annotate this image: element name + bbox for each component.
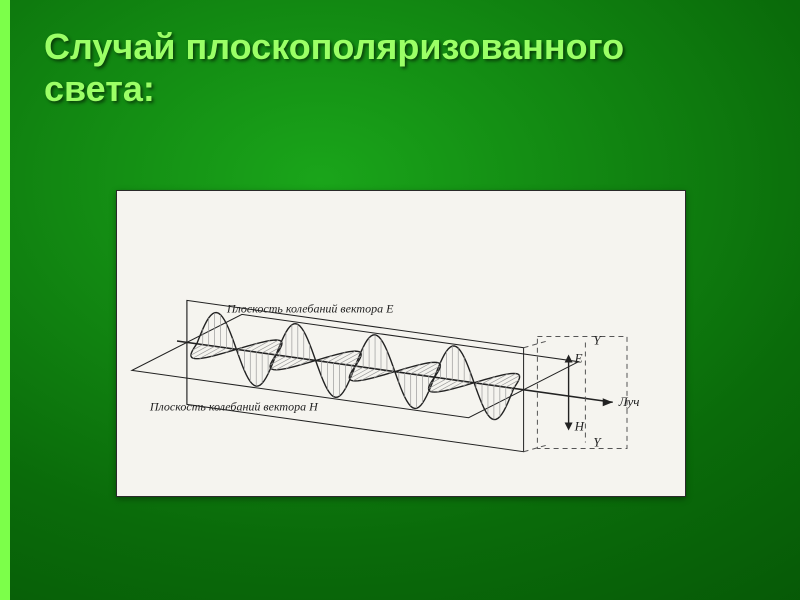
- svg-text:Плоскость колебаний вектора E: Плоскость колебаний вектора E: [226, 301, 394, 315]
- slide-title: Случай плоскополяризованного света:: [44, 26, 744, 111]
- svg-text:H: H: [574, 418, 585, 433]
- polarization-diagram: Плоскость колебаний вектора E Плоскость к…: [116, 190, 686, 497]
- svg-text:Y: Y: [593, 434, 602, 449]
- svg-text:Луч: Луч: [618, 394, 640, 409]
- accent-bar: [0, 0, 10, 600]
- diagram-svg: Плоскость колебаний вектора E Плоскость к…: [117, 191, 685, 496]
- slide: Случай плоскополяризованного света: Плос…: [0, 0, 800, 600]
- svg-text:E: E: [574, 350, 583, 365]
- svg-text:Y: Y: [593, 332, 602, 347]
- svg-text:Плоскость колебаний вектора H: Плоскость колебаний вектора H: [149, 399, 319, 413]
